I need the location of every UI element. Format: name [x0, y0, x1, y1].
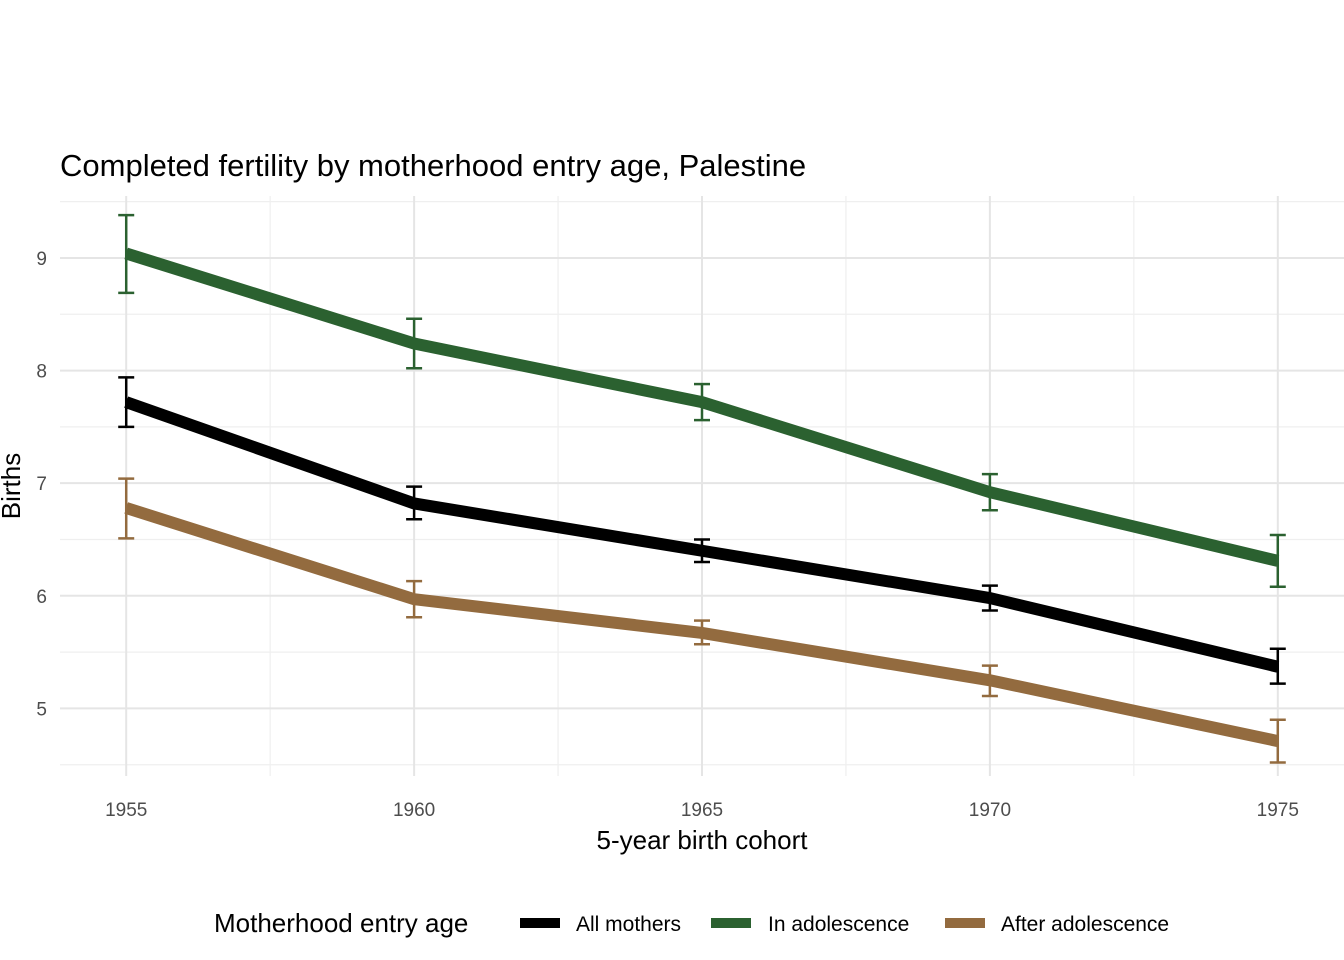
y-tick-label: 8	[36, 362, 47, 383]
chart-title: Completed fertility by motherhood entry …	[60, 148, 806, 183]
x-tick-label: 1965	[681, 800, 723, 821]
series-line-all-mothers	[124, 396, 1280, 673]
series-in-adolescence	[118, 213, 1286, 589]
y-axis-ticks: 5 6 7 8 9	[36, 249, 47, 720]
x-tick-label: 1975	[1257, 800, 1299, 821]
series-line-in-adolescence	[124, 247, 1280, 567]
x-axis-ticks: 1955 1960 1965 1970 1975	[105, 800, 1299, 821]
legend-label: All mothers	[576, 913, 681, 936]
x-axis-title: 5-year birth cohort	[597, 825, 809, 855]
series-all-mothers	[118, 376, 1286, 685]
major-gridlines	[60, 196, 1344, 776]
y-tick-label: 5	[36, 699, 47, 720]
legend-item-all-mothers: All mothers	[520, 913, 681, 936]
series-line-after-adolescence	[124, 502, 1280, 747]
series-layer	[118, 213, 1286, 764]
legend-label: After adolescence	[1001, 913, 1169, 936]
legend-title: Motherhood entry age	[214, 908, 468, 938]
x-tick-label: 1970	[969, 800, 1011, 821]
legend-item-in-adolescence: In adolescence	[711, 913, 909, 936]
x-tick-label: 1960	[393, 800, 435, 821]
y-axis-title: Births	[0, 453, 26, 519]
y-tick-label: 7	[36, 474, 47, 495]
y-tick-label: 9	[36, 249, 47, 270]
legend-label: In adolescence	[768, 913, 909, 936]
legend: Motherhood entry age All mothers In adole…	[214, 908, 1169, 938]
y-tick-label: 6	[36, 587, 47, 608]
x-tick-label: 1955	[105, 800, 147, 821]
legend-item-after-adolescence: After adolescence	[945, 913, 1169, 936]
series-after-adolescence	[118, 477, 1286, 764]
